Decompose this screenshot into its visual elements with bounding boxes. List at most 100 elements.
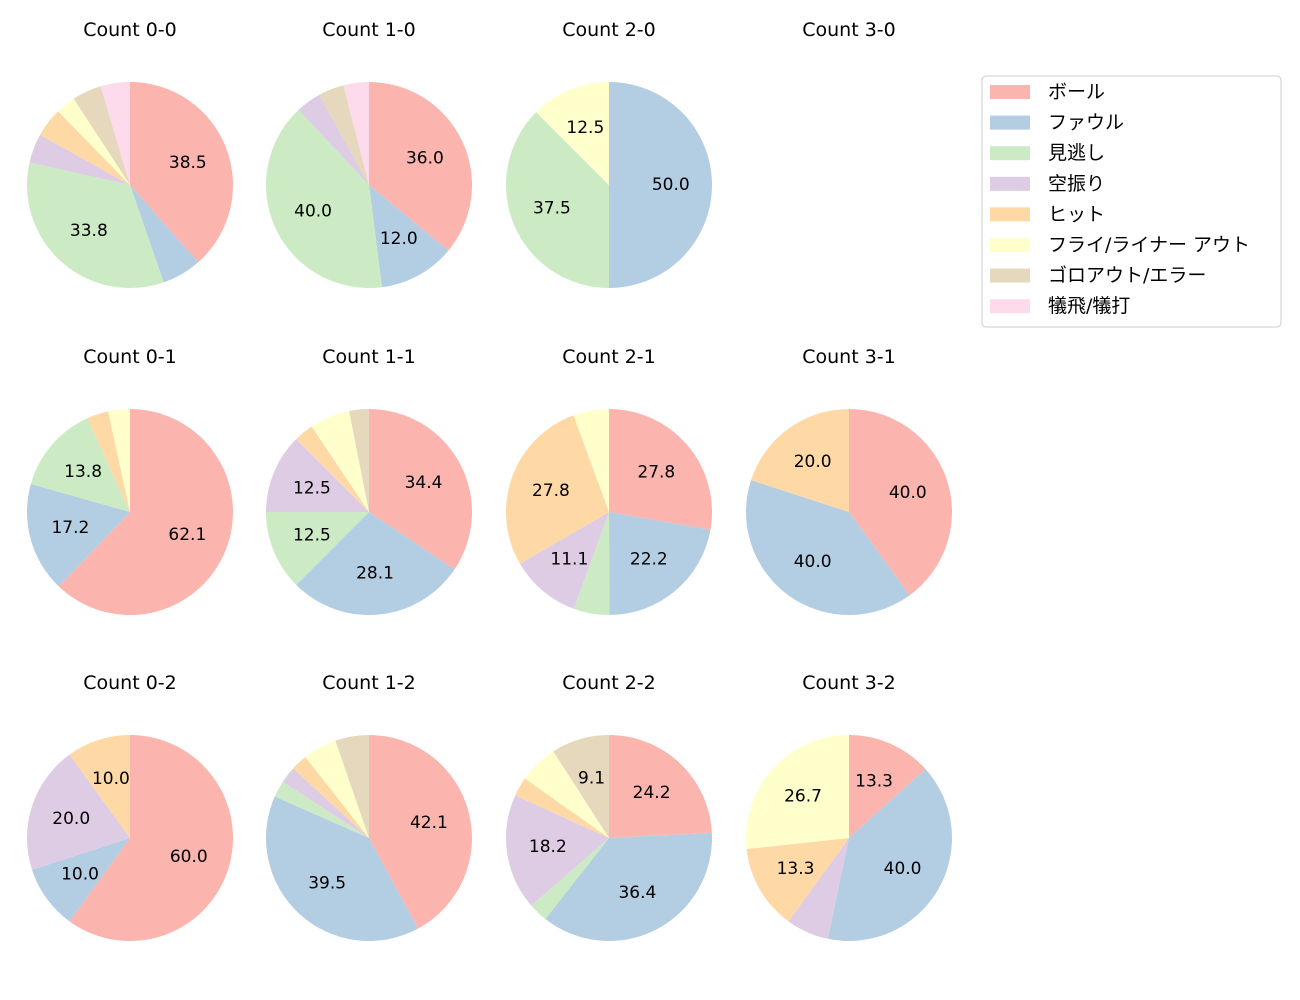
legend-swatch bbox=[990, 268, 1030, 283]
slice-label: 26.7 bbox=[784, 787, 822, 807]
legend-swatch bbox=[990, 115, 1030, 130]
slice-label: 20.0 bbox=[794, 452, 832, 472]
legend-swatch bbox=[990, 207, 1030, 222]
pie-slice-1 bbox=[69, 735, 233, 942]
pie-slice-3 bbox=[505, 112, 609, 288]
pie-title: Count 0-1 bbox=[83, 346, 177, 368]
pie-slice-2 bbox=[266, 796, 419, 941]
pie-slice-2 bbox=[545, 832, 713, 941]
pie-slice-6 bbox=[305, 740, 369, 838]
pie-slice-2 bbox=[369, 185, 449, 288]
pie-slice-2 bbox=[827, 768, 952, 941]
slice-label: 13.3 bbox=[855, 772, 893, 792]
pie-slice-3 bbox=[274, 781, 369, 838]
legend-label: 空振り bbox=[1048, 173, 1105, 195]
pie-title: Count 2-1 bbox=[562, 346, 656, 368]
pie-slice-6 bbox=[311, 410, 369, 512]
pie-slice-5 bbox=[746, 838, 849, 922]
pie-slice-2 bbox=[746, 480, 910, 615]
slice-label: 10.0 bbox=[92, 769, 130, 789]
slice-label: 24.2 bbox=[633, 783, 671, 803]
legend-label: 犠飛/犠打 bbox=[1048, 295, 1130, 317]
pie-title: Count 0-2 bbox=[83, 672, 177, 694]
legend-label: 見逃し bbox=[1048, 142, 1105, 164]
pie-slice-6 bbox=[746, 735, 849, 849]
slice-label: 36.0 bbox=[406, 149, 444, 169]
legend-label: ファウル bbox=[1048, 112, 1124, 134]
pie-slice-2 bbox=[26, 484, 131, 587]
slice-label: 12.0 bbox=[380, 229, 418, 249]
slice-label: 27.8 bbox=[637, 462, 675, 482]
slice-label: 38.5 bbox=[169, 153, 207, 173]
pie-slice-3 bbox=[573, 512, 610, 615]
pie-title: Count 2-2 bbox=[562, 672, 656, 694]
pie-slice-5 bbox=[296, 426, 369, 512]
pie-title: Count 1-0 bbox=[322, 19, 416, 41]
pie-slice-7 bbox=[319, 85, 369, 185]
slice-label: 10.0 bbox=[61, 864, 99, 884]
legend-swatch bbox=[990, 299, 1030, 314]
slice-label: 28.1 bbox=[356, 564, 394, 584]
pie-slice-4 bbox=[282, 768, 369, 838]
slice-label: 37.5 bbox=[533, 199, 571, 219]
pie-slice-2 bbox=[32, 838, 130, 922]
legend-box bbox=[981, 75, 1282, 328]
pie-slice-4 bbox=[519, 512, 609, 609]
pie-title: Count 1-2 bbox=[322, 672, 416, 694]
slice-label: 20.0 bbox=[52, 809, 90, 829]
pie-slice-1 bbox=[609, 735, 712, 838]
pie-slice-6 bbox=[536, 82, 609, 185]
legend-label: ボール bbox=[1048, 81, 1105, 103]
slice-label: 22.2 bbox=[630, 549, 668, 569]
legend-swatch bbox=[990, 146, 1030, 161]
pie-title: Count 3-0 bbox=[802, 19, 896, 41]
slice-label: 34.4 bbox=[405, 473, 443, 493]
legend-swatch bbox=[990, 238, 1030, 252]
pie-slice-7 bbox=[335, 735, 369, 838]
pie-title: Count 3-1 bbox=[802, 346, 896, 368]
pie-slice-2 bbox=[130, 185, 199, 283]
pie-slice-4 bbox=[266, 439, 369, 512]
pie-slice-4 bbox=[298, 94, 369, 185]
pie-slice-7 bbox=[349, 409, 369, 512]
pie-slice-5 bbox=[751, 409, 849, 512]
pie-slice-8 bbox=[343, 82, 369, 185]
pie-slice-1 bbox=[130, 82, 234, 263]
slice-label: 40.0 bbox=[884, 859, 922, 879]
slice-label: 12.5 bbox=[293, 526, 331, 546]
slice-label: 27.8 bbox=[532, 481, 570, 501]
slice-label: 40.0 bbox=[889, 483, 927, 503]
legend-label: ゴロアウト/エラー bbox=[1048, 265, 1206, 287]
slice-label: 36.4 bbox=[618, 883, 656, 903]
pie-slice-4 bbox=[27, 754, 130, 870]
pie-slice-5 bbox=[69, 735, 130, 838]
pie-slice-3 bbox=[266, 512, 369, 585]
legend-swatch bbox=[990, 176, 1030, 191]
slice-label: 13.8 bbox=[64, 462, 102, 482]
legend-label: フライ/ライナー アウト bbox=[1048, 234, 1250, 256]
slice-label: 62.1 bbox=[168, 525, 206, 545]
pie-slice-2 bbox=[609, 512, 711, 615]
pie-slice-5 bbox=[293, 757, 369, 838]
slice-label: 13.3 bbox=[777, 859, 815, 879]
pie-title: Count 1-1 bbox=[322, 346, 416, 368]
pie-title: Count 3-2 bbox=[802, 672, 896, 694]
pie-slice-1 bbox=[849, 409, 953, 596]
slice-label: 11.1 bbox=[550, 549, 588, 569]
pie-slice-1 bbox=[369, 82, 472, 251]
legend-label: ヒット bbox=[1048, 203, 1105, 225]
pie-slice-3 bbox=[531, 838, 609, 919]
slice-label: 50.0 bbox=[652, 175, 690, 195]
pie-slice-8 bbox=[100, 82, 130, 185]
pie-slice-2 bbox=[609, 82, 712, 288]
pie-slice-3 bbox=[27, 162, 164, 288]
slice-label: 18.2 bbox=[529, 837, 567, 857]
slice-label: 9.1 bbox=[578, 769, 605, 789]
slice-label: 12.5 bbox=[293, 478, 331, 498]
pie-slice-5 bbox=[87, 411, 130, 512]
pie-slice-5 bbox=[40, 111, 130, 185]
pie-slice-4 bbox=[788, 838, 849, 939]
pie-slice-5 bbox=[506, 415, 609, 564]
slice-label: 39.5 bbox=[308, 873, 346, 893]
